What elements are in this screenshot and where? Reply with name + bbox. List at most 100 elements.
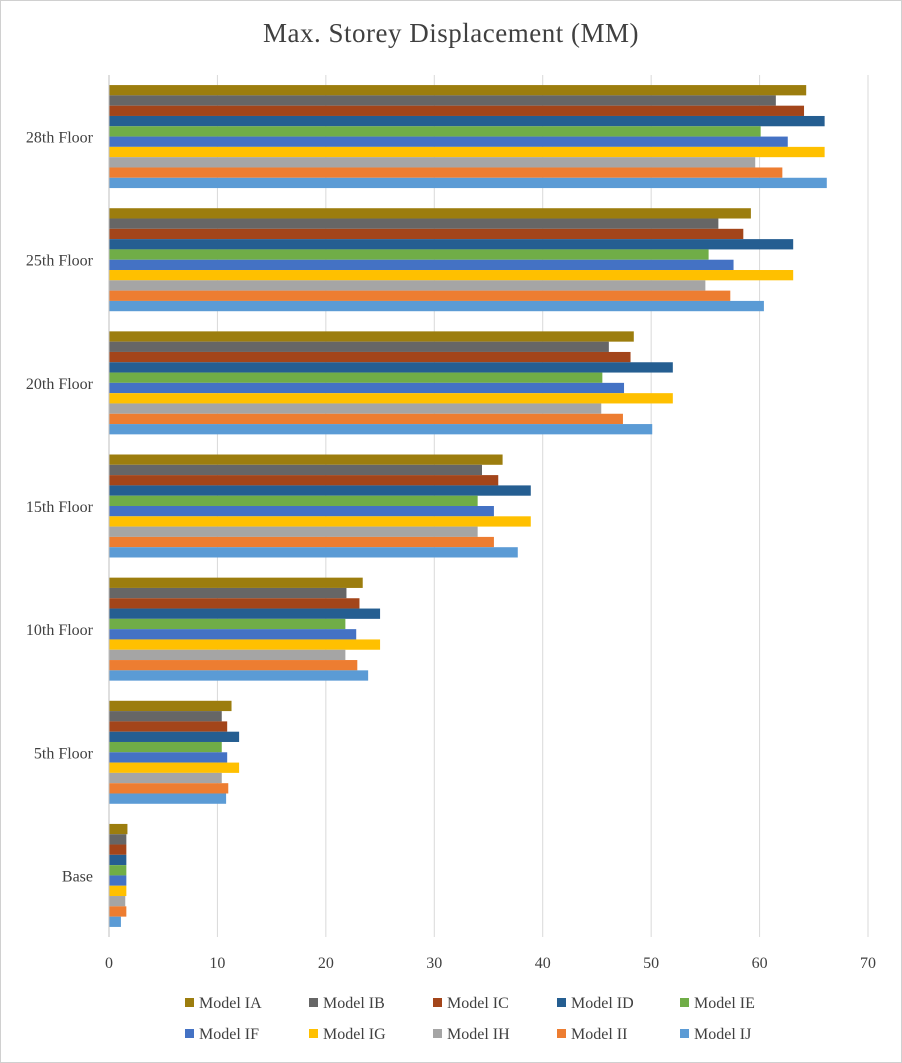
y-tick-label: 5th Floor [34, 745, 94, 762]
x-tick-label: 50 [643, 955, 659, 972]
bar-model-ii-20th-floor [109, 413, 623, 425]
legend-label-model-ii: Model II [571, 1026, 627, 1043]
legend-swatch-model-ig [309, 1029, 318, 1038]
bar-model-ie-25th-floor [109, 249, 709, 260]
bar-model-ih-15th-floor [109, 526, 478, 537]
bars [109, 85, 827, 927]
bar-model-ie-5th-floor [109, 741, 222, 753]
y-tick-label: 20th Floor [26, 376, 94, 393]
legend-label-model-ib: Model IB [323, 995, 385, 1012]
bar-model-id-5th-floor [109, 731, 240, 742]
bar-model-ih-28th-floor [109, 157, 756, 168]
legend-swatch-model-id [557, 998, 566, 1007]
legend-label-model-ia: Model IA [199, 995, 262, 1012]
x-tick-label: 40 [535, 955, 551, 972]
bar-model-ia-28th-floor [109, 85, 807, 96]
bar-model-ig-28th-floor [109, 146, 825, 158]
legend-swatch-model-ih [433, 1029, 442, 1038]
bar-model-ig-20th-floor [109, 393, 673, 404]
bar-model-ia-base [109, 823, 128, 835]
bar-model-ia-25th-floor [109, 208, 751, 219]
legend-swatch-model-ii [557, 1029, 566, 1038]
legend-swatch-model-ic [433, 998, 442, 1007]
bar-model-id-10th-floor [109, 608, 381, 619]
legend-label-model-if: Model IF [199, 1026, 259, 1043]
bar-model-ih-25th-floor [109, 280, 706, 291]
y-tick-label: 28th Floor [26, 130, 94, 147]
bar-model-ia-5th-floor [109, 700, 232, 712]
bar-model-ib-28th-floor [109, 95, 776, 106]
bar-model-ii-28th-floor [109, 167, 783, 178]
bar-model-ig-25th-floor [109, 270, 794, 281]
y-tick-label: Base [62, 868, 93, 885]
legend-swatch-model-ia [185, 998, 194, 1007]
bar-model-ii-5th-floor [109, 783, 229, 794]
bar-model-ic-5th-floor [109, 721, 228, 732]
bar-model-if-28th-floor [109, 136, 788, 147]
bar-model-ii-base [109, 906, 127, 917]
legend-swatch-model-if [185, 1029, 194, 1038]
bar-model-ig-15th-floor [109, 516, 531, 527]
bar-model-ij-base [109, 916, 121, 927]
bar-model-id-20th-floor [109, 362, 673, 373]
legend-swatch-model-ij [680, 1029, 689, 1038]
bar-model-ij-5th-floor [109, 793, 227, 804]
bar-model-ib-10th-floor [109, 587, 347, 599]
y-tick-label: 10th Floor [26, 622, 94, 639]
bar-model-ij-20th-floor [109, 424, 653, 435]
bar-model-if-15th-floor [109, 506, 494, 517]
bar-model-id-28th-floor [109, 115, 825, 127]
bar-model-ii-25th-floor [109, 290, 731, 301]
chart-title: Max. Storey Displacement (MM) [263, 18, 639, 48]
legend-label-model-ig: Model IG [323, 1026, 386, 1043]
bar-model-ij-15th-floor [109, 547, 518, 558]
y-tick-label: 15th Floor [26, 499, 94, 516]
bar-model-if-25th-floor [109, 259, 734, 271]
bar-model-ig-10th-floor [109, 639, 381, 650]
bar-model-if-5th-floor [109, 752, 228, 763]
bar-model-ii-15th-floor [109, 536, 494, 548]
bar-model-ib-5th-floor [109, 711, 222, 722]
bar-model-ii-10th-floor [109, 660, 358, 671]
x-tick-label: 70 [860, 955, 876, 972]
bar-model-ia-10th-floor [109, 577, 363, 588]
x-tick-label: 0 [105, 955, 113, 972]
x-tick-label: 60 [752, 955, 768, 972]
bar-model-ie-28th-floor [109, 126, 761, 137]
legend-swatch-model-ib [309, 998, 318, 1007]
bar-model-id-25th-floor [109, 239, 794, 250]
bar-model-ij-10th-floor [109, 670, 369, 681]
y-tick-label: 25th Floor [26, 253, 94, 270]
bar-model-ig-5th-floor [109, 762, 240, 773]
bar-model-ia-15th-floor [109, 454, 503, 465]
bar-model-ij-25th-floor [109, 300, 764, 312]
legend-label-model-ij: Model IJ [694, 1026, 751, 1043]
bar-model-id-base [109, 854, 127, 866]
bar-model-ib-base [109, 834, 127, 845]
bar-model-ih-base [109, 896, 126, 907]
bar-model-ie-10th-floor [109, 618, 346, 630]
x-tick-label: 30 [426, 955, 442, 972]
bar-model-id-15th-floor [109, 485, 531, 496]
bar-model-ic-25th-floor [109, 228, 744, 240]
bar-model-ie-15th-floor [109, 495, 478, 506]
bar-model-ih-5th-floor [109, 772, 222, 784]
bar-model-ic-base [109, 844, 127, 855]
legend-label-model-ih: Model IH [447, 1026, 510, 1043]
bar-model-ib-25th-floor [109, 218, 719, 229]
bar-model-ie-20th-floor [109, 372, 603, 383]
bar-model-ih-20th-floor [109, 403, 602, 414]
bar-model-ib-20th-floor [109, 341, 609, 352]
legend: Model IA Model IB Model IC Model ID Model IE… [185, 995, 755, 1043]
bar-model-ib-15th-floor [109, 464, 482, 476]
bar-model-ij-28th-floor [109, 177, 827, 189]
bar-model-ic-15th-floor [109, 475, 499, 486]
bar-model-ih-10th-floor [109, 649, 346, 661]
axes: 0 10 20 30 40 50 60 70 Base 5th Floor 10th Floor 15… [26, 75, 876, 972]
bar-model-ic-10th-floor [109, 598, 360, 609]
bar-model-ic-20th-floor [109, 351, 631, 363]
x-tick-label: 20 [318, 955, 334, 972]
bar-model-if-10th-floor [109, 629, 357, 640]
bar-model-if-20th-floor [109, 382, 625, 394]
